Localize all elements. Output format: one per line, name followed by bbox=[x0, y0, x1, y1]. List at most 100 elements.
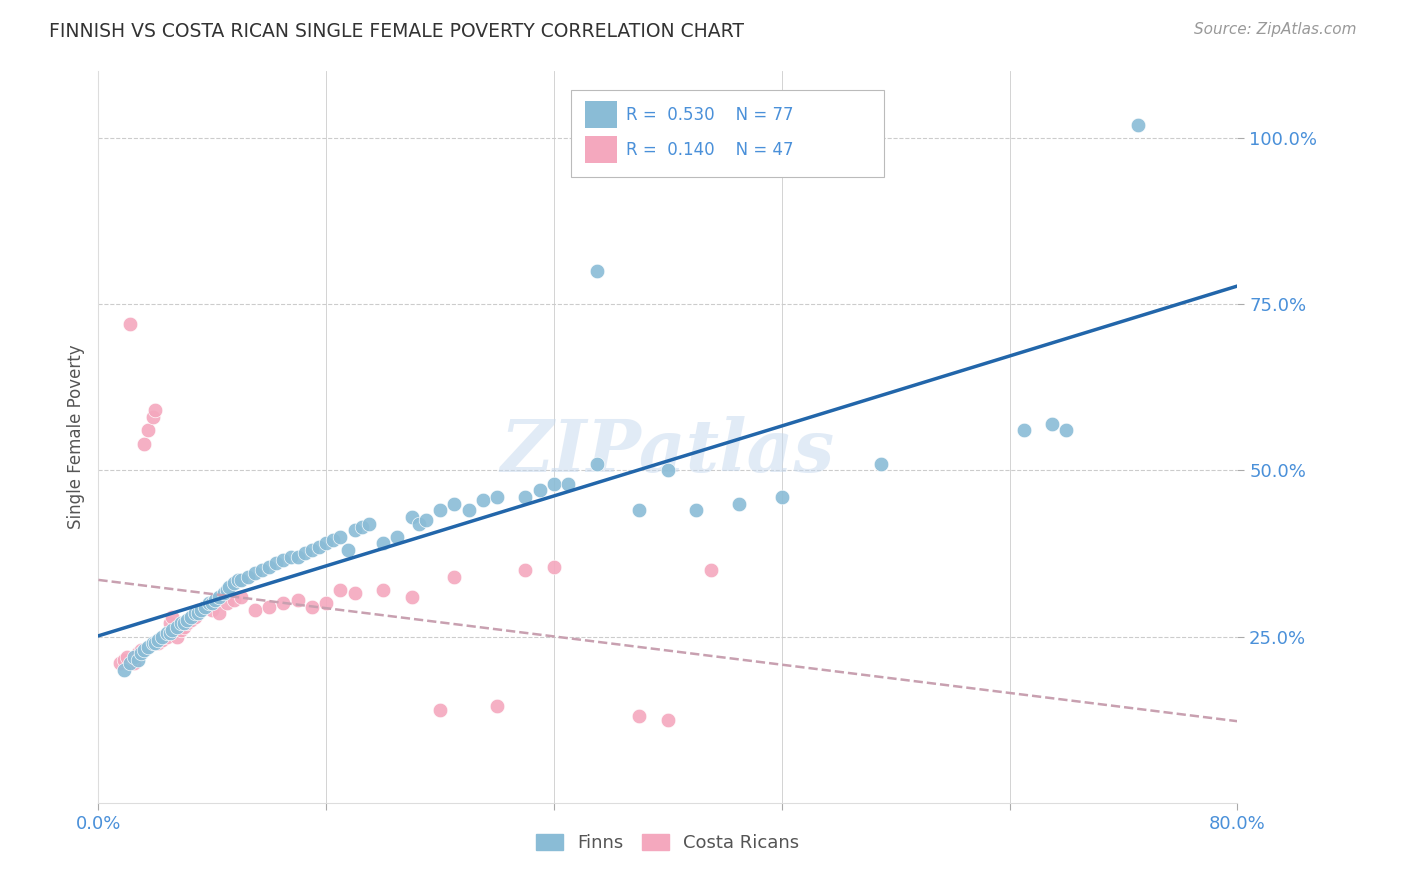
Legend: Finns, Costa Ricans: Finns, Costa Ricans bbox=[529, 827, 807, 860]
Point bbox=[141, 636, 163, 650]
Point bbox=[336, 543, 359, 558]
Point bbox=[685, 503, 707, 517]
Point bbox=[301, 599, 323, 614]
Point bbox=[194, 599, 217, 614]
Point bbox=[628, 709, 651, 723]
Point bbox=[170, 623, 193, 637]
Point bbox=[443, 570, 465, 584]
Point bbox=[1040, 417, 1063, 431]
Point bbox=[229, 573, 252, 587]
Point bbox=[350, 520, 373, 534]
Point bbox=[148, 636, 170, 650]
Point bbox=[166, 630, 188, 644]
Point bbox=[243, 566, 266, 581]
Point bbox=[118, 317, 141, 331]
Point bbox=[585, 264, 607, 278]
Point bbox=[266, 557, 288, 571]
Point bbox=[486, 699, 509, 714]
Point bbox=[170, 616, 193, 631]
Text: R =  0.140    N = 47: R = 0.140 N = 47 bbox=[626, 141, 793, 159]
Point bbox=[657, 713, 679, 727]
Point bbox=[1056, 424, 1078, 438]
Y-axis label: Single Female Poverty: Single Female Poverty bbox=[66, 345, 84, 529]
Point bbox=[515, 563, 537, 577]
Point bbox=[136, 424, 159, 438]
Point bbox=[184, 607, 207, 621]
Bar bbox=[585, 136, 617, 163]
Point bbox=[770, 490, 793, 504]
Point bbox=[166, 619, 188, 633]
Point bbox=[243, 603, 266, 617]
Point bbox=[145, 403, 167, 417]
Point bbox=[322, 533, 344, 548]
Point bbox=[129, 646, 152, 660]
Point bbox=[1012, 424, 1035, 438]
Point bbox=[387, 530, 409, 544]
Point bbox=[301, 543, 323, 558]
Point bbox=[294, 546, 316, 560]
Point bbox=[222, 593, 245, 607]
Point bbox=[443, 497, 465, 511]
Bar bbox=[585, 102, 617, 128]
Point bbox=[415, 513, 437, 527]
Point bbox=[129, 643, 152, 657]
Text: FINNISH VS COSTA RICAN SINGLE FEMALE POVERTY CORRELATION CHART: FINNISH VS COSTA RICAN SINGLE FEMALE POV… bbox=[49, 22, 744, 41]
Point bbox=[557, 476, 579, 491]
Point bbox=[176, 613, 198, 627]
Point bbox=[657, 463, 679, 477]
Point bbox=[115, 649, 138, 664]
Point bbox=[259, 599, 281, 614]
Point bbox=[543, 559, 565, 574]
Point bbox=[728, 497, 751, 511]
Text: Source: ZipAtlas.com: Source: ZipAtlas.com bbox=[1194, 22, 1357, 37]
Point bbox=[315, 596, 337, 610]
Point bbox=[198, 596, 221, 610]
Point bbox=[308, 540, 330, 554]
Point bbox=[457, 503, 479, 517]
Point bbox=[201, 603, 224, 617]
Point bbox=[218, 580, 240, 594]
Point bbox=[180, 609, 202, 624]
Point bbox=[543, 476, 565, 491]
Point bbox=[287, 549, 309, 564]
Point bbox=[159, 616, 181, 631]
Point bbox=[108, 656, 131, 670]
Text: ZIPatlas: ZIPatlas bbox=[501, 417, 835, 487]
Point bbox=[1126, 118, 1149, 132]
Point bbox=[515, 490, 537, 504]
Point bbox=[208, 590, 231, 604]
Point bbox=[373, 582, 395, 597]
Point bbox=[122, 649, 145, 664]
Point bbox=[148, 632, 170, 647]
Point bbox=[529, 483, 551, 498]
Point bbox=[118, 656, 141, 670]
Point bbox=[585, 457, 607, 471]
Point bbox=[156, 626, 179, 640]
Point bbox=[187, 607, 209, 621]
Point bbox=[870, 457, 893, 471]
Point bbox=[273, 596, 295, 610]
Point bbox=[127, 646, 149, 660]
Point bbox=[204, 593, 226, 607]
Point bbox=[215, 596, 238, 610]
Point bbox=[222, 576, 245, 591]
Point bbox=[112, 653, 135, 667]
Point bbox=[173, 619, 195, 633]
Point bbox=[141, 410, 163, 425]
Point bbox=[250, 563, 273, 577]
Point bbox=[145, 636, 167, 650]
Point bbox=[401, 509, 423, 524]
Point bbox=[132, 436, 155, 450]
Point bbox=[184, 609, 207, 624]
Point bbox=[315, 536, 337, 550]
Point bbox=[229, 590, 252, 604]
Point bbox=[127, 653, 149, 667]
Point bbox=[208, 607, 231, 621]
Point bbox=[136, 640, 159, 654]
Point bbox=[152, 632, 174, 647]
Point bbox=[162, 623, 184, 637]
Point bbox=[329, 530, 352, 544]
Point bbox=[699, 563, 721, 577]
Point bbox=[280, 549, 302, 564]
Point bbox=[187, 603, 209, 617]
